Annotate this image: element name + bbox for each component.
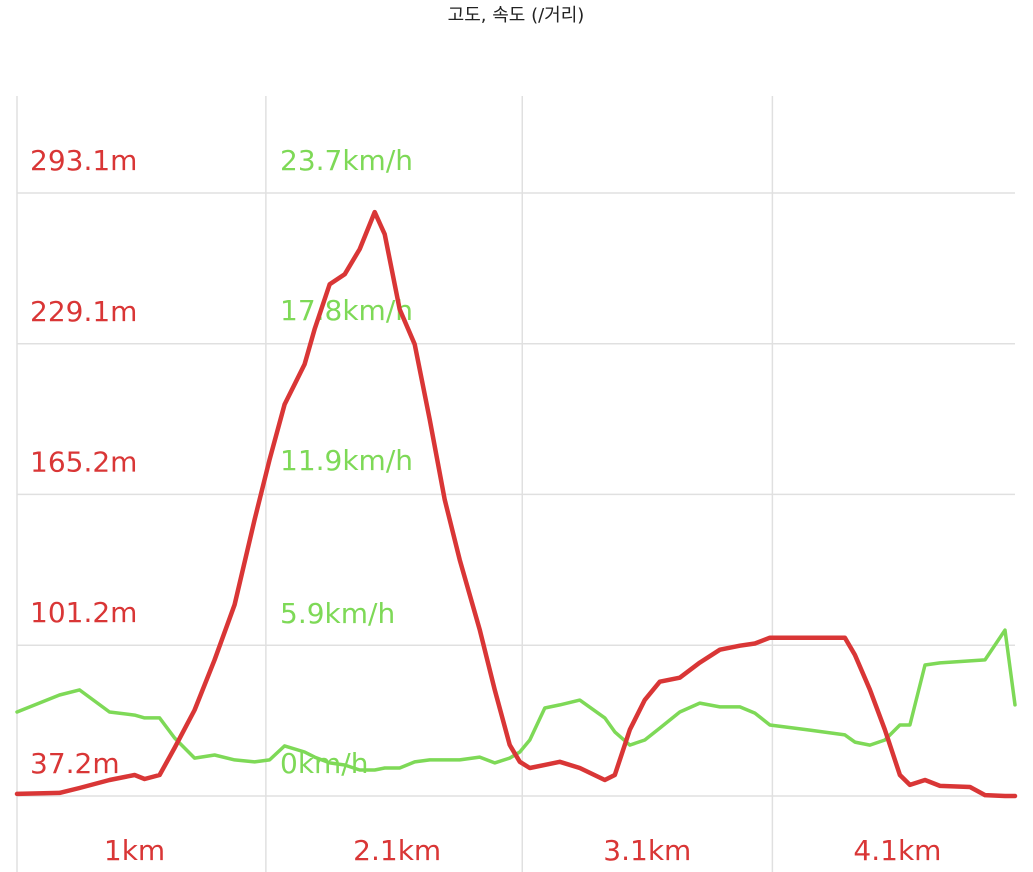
series-line bbox=[15, 628, 1017, 772]
x-tick-label: 4.1km bbox=[853, 834, 941, 867]
y2-tick-label: 17.8km/h bbox=[280, 294, 413, 327]
y-tick-label: 37.2m bbox=[30, 747, 120, 780]
y2-tick-label: 5.9km/h bbox=[280, 597, 395, 630]
y-tick-label: 165.2m bbox=[30, 445, 137, 478]
x-tick-label: 3.1km bbox=[603, 834, 691, 867]
y-tick-label: 101.2m bbox=[30, 596, 137, 629]
chart-title: 고도, 속도 (/거리) bbox=[448, 5, 585, 26]
x-tick-label: 1km bbox=[104, 834, 165, 867]
y-tick-label: 293.1m bbox=[30, 144, 137, 177]
y2-tick-label: 0km/h bbox=[280, 747, 368, 780]
y2-tick-label: 11.9km/h bbox=[280, 444, 413, 477]
y-tick-label: 229.1m bbox=[30, 295, 137, 328]
y2-tick-label: 23.7km/h bbox=[280, 144, 413, 177]
series-line bbox=[14, 209, 1018, 799]
x-tick-label: 2.1km bbox=[353, 834, 441, 867]
